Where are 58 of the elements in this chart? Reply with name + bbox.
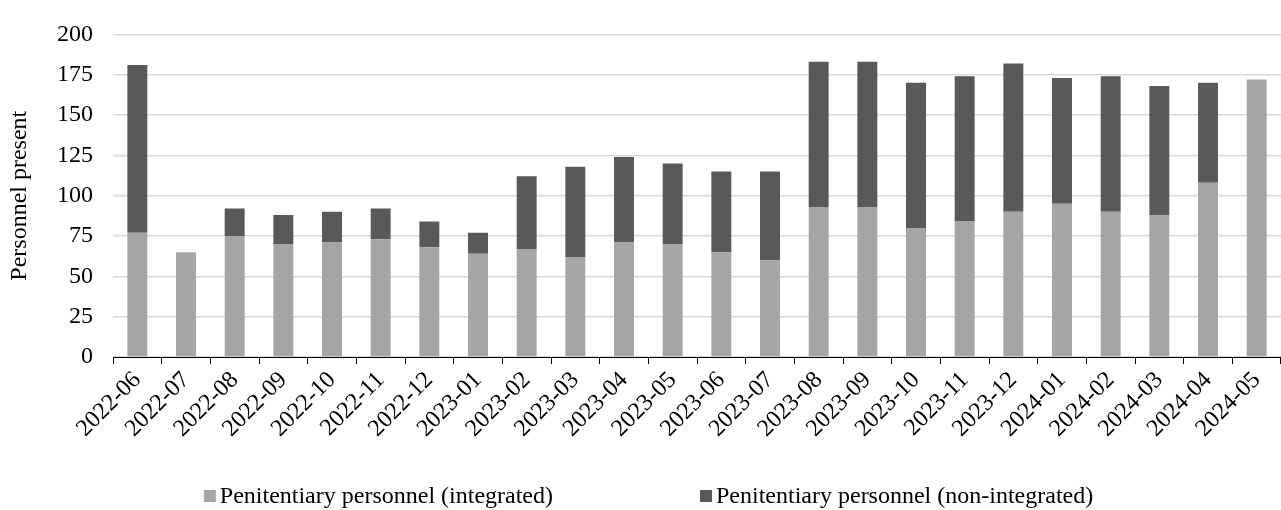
bar [468, 253, 488, 357]
bar [273, 244, 294, 357]
y-tick-label: 200 [57, 19, 93, 46]
bar [1198, 82, 1218, 183]
y-tick-label: 50 [69, 261, 93, 288]
bar [516, 248, 537, 357]
bar [711, 252, 732, 357]
bar [662, 244, 683, 357]
bar [906, 227, 926, 357]
bar [1198, 182, 1218, 357]
legend-label: Penitentiary personnel (non-integrated) [716, 482, 1094, 509]
bar [322, 242, 342, 357]
bar [954, 76, 975, 222]
bar [614, 242, 634, 357]
bar [565, 166, 586, 257]
bar [224, 208, 245, 237]
bar [1003, 211, 1024, 357]
y-tick-label: 0 [81, 342, 93, 369]
bar [224, 236, 245, 357]
bar [857, 206, 878, 357]
y-tick-label: 75 [69, 221, 93, 248]
bar [808, 206, 829, 357]
bar [760, 260, 780, 357]
y-tick-label: 100 [57, 181, 93, 207]
bar [370, 208, 391, 240]
bar [760, 171, 780, 261]
bar [516, 176, 537, 249]
bar [127, 232, 148, 357]
bar [1149, 215, 1170, 357]
bar [1246, 79, 1267, 357]
bar [1052, 203, 1072, 357]
bar [370, 239, 391, 357]
bar [857, 61, 878, 207]
legend-label: Penitentiary personnel (integrated) [219, 482, 554, 509]
bar [906, 82, 926, 228]
bar [273, 215, 294, 245]
bar [1100, 76, 1121, 212]
y-axis-title: Personnel present [4, 110, 31, 281]
bar [322, 211, 342, 243]
bar [1149, 86, 1170, 216]
y-tick-label: 125 [57, 140, 93, 167]
bar [954, 221, 975, 357]
bar [127, 65, 148, 233]
bar [468, 232, 488, 254]
bar [1052, 77, 1072, 204]
bar [1100, 211, 1121, 357]
y-tick-label: 150 [57, 100, 93, 127]
bar [662, 163, 683, 245]
y-tick-label: 175 [57, 60, 93, 87]
bar [419, 221, 440, 248]
bar [614, 156, 634, 243]
bar [565, 256, 586, 357]
bar [1003, 63, 1024, 212]
bar [808, 61, 829, 207]
y-tick-label: 25 [69, 301, 93, 328]
bar [176, 252, 196, 357]
bar [419, 247, 440, 357]
bar [711, 171, 732, 253]
